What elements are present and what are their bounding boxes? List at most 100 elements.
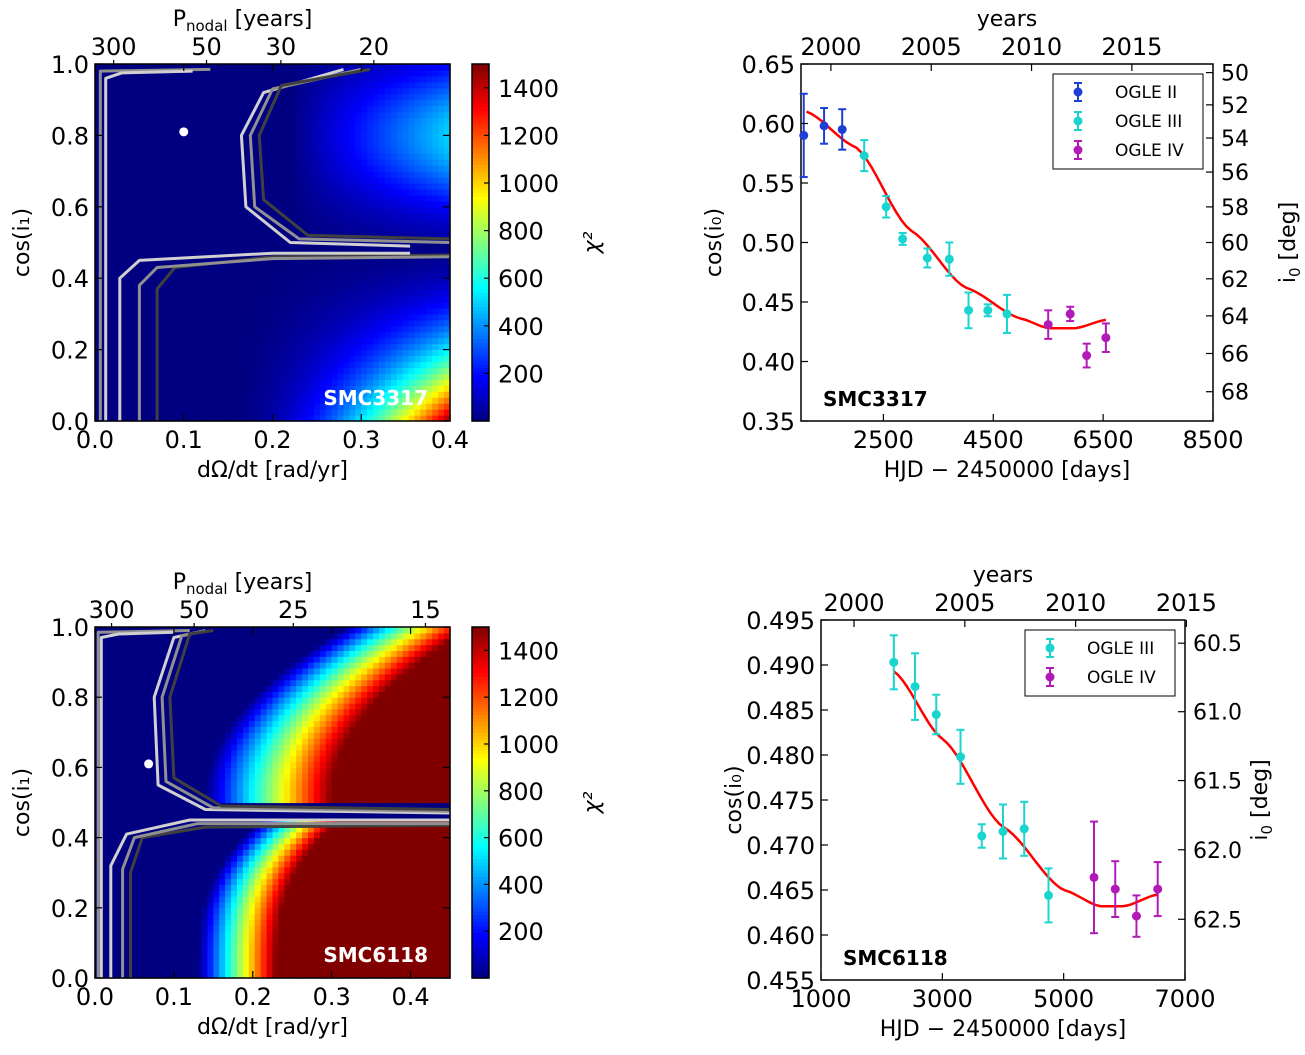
heatmap-cell xyxy=(195,242,203,250)
heatmap-cell xyxy=(130,242,138,250)
heatmap-cell xyxy=(296,361,303,369)
heatmap-cell xyxy=(355,183,362,190)
heatmap-cell xyxy=(331,391,339,398)
heatmap-cell xyxy=(367,194,374,202)
heatmap-cell xyxy=(166,153,173,160)
heatmap-cell xyxy=(438,307,445,315)
heatmap-cell xyxy=(349,224,356,232)
heatmap-cell xyxy=(272,194,280,202)
heatmap-cell xyxy=(308,117,315,125)
heatmap-cell xyxy=(189,673,197,681)
heatmap-cell xyxy=(260,403,268,410)
heatmap-cell xyxy=(171,212,179,220)
heatmap-cell xyxy=(160,141,167,148)
heatmap-cell xyxy=(325,302,333,309)
heatmap-cell xyxy=(254,224,262,232)
heatmap-cell xyxy=(414,284,422,291)
colorbar-segment xyxy=(472,271,489,276)
heatmap-cell xyxy=(148,697,155,704)
heatmap-cell xyxy=(396,278,404,285)
heatmap-cell xyxy=(95,69,102,77)
heatmap-cell xyxy=(242,296,250,303)
heatmap-cell xyxy=(118,230,126,238)
heatmap-cell xyxy=(248,349,256,357)
heatmap-cell xyxy=(367,87,374,95)
heatmap-cell xyxy=(124,691,132,698)
heatmap-cell xyxy=(361,153,368,160)
heatmap-cell xyxy=(142,385,149,392)
y-tick-label: 0.4 xyxy=(51,265,89,293)
heatmap-cell xyxy=(100,708,108,716)
heatmap-cell xyxy=(166,849,173,856)
heatmap-cell xyxy=(166,307,173,315)
heatmap-cell xyxy=(290,349,297,357)
heatmap-cell xyxy=(296,349,303,357)
heatmap-cell xyxy=(248,367,256,374)
heatmap-cell xyxy=(308,165,315,172)
heatmap-cell xyxy=(177,679,185,687)
heatmap-cell xyxy=(432,165,439,172)
heatmap-cell xyxy=(213,200,220,208)
heatmap-cell xyxy=(408,218,416,226)
heatmap-cell xyxy=(402,75,410,83)
heatmap-cell xyxy=(349,313,356,321)
heatmap-cell xyxy=(154,218,161,226)
heatmap-cell xyxy=(426,141,433,148)
heatmap-cell xyxy=(373,385,380,392)
scatter-panel-p2: 2500 4500 6500 85000.350.400.450.500.550.60… xyxy=(702,7,1304,483)
heatmap-cell xyxy=(384,147,392,154)
heatmap-cell xyxy=(130,385,138,392)
heatmap-cell xyxy=(136,907,143,915)
heatmap-cell xyxy=(189,726,197,733)
heatmap-cell xyxy=(106,837,114,845)
heatmap-cell xyxy=(302,153,309,160)
x-tick-label: 0.2 xyxy=(253,426,291,454)
heatmap-cell xyxy=(302,355,309,363)
heatmap-cell xyxy=(136,744,143,751)
heatmap-cell xyxy=(171,861,179,868)
heatmap-cell xyxy=(390,325,398,333)
heatmap-cell xyxy=(100,697,108,704)
heatmap-cell xyxy=(130,397,138,404)
heatmap-cell xyxy=(396,337,404,345)
heatmap-cell xyxy=(302,242,309,250)
heatmap-cell xyxy=(343,105,351,113)
heatmap-cell xyxy=(213,230,220,238)
heatmap-cells xyxy=(95,64,451,422)
heatmap-cell xyxy=(148,861,155,868)
heatmap-cell xyxy=(373,313,380,321)
heatmap-cell xyxy=(231,212,238,220)
heatmap-cell xyxy=(414,230,422,238)
heatmap-cell xyxy=(219,319,226,327)
colorbar-segment xyxy=(472,253,489,258)
heatmap-cell xyxy=(420,105,427,113)
heatmap-cell xyxy=(183,937,191,944)
heatmap-cell xyxy=(296,272,303,279)
heatmap-cell xyxy=(136,697,143,704)
heatmap-cell xyxy=(95,248,102,255)
heatmap-cell xyxy=(189,206,197,214)
heatmap-cell xyxy=(284,69,291,77)
heatmap-cell xyxy=(189,81,197,89)
heatmap-cell xyxy=(195,99,203,107)
heatmap-cell xyxy=(183,165,191,172)
heatmap-cell xyxy=(379,64,386,71)
heatmap-cell xyxy=(302,272,309,279)
heatmap-cell xyxy=(154,212,161,220)
heatmap-cell xyxy=(160,409,167,416)
heatmap-cell xyxy=(254,409,262,416)
heatmap-cell xyxy=(189,99,197,107)
heatmap-cell xyxy=(225,147,232,154)
heatmap-cell xyxy=(272,147,280,154)
heatmap-cell xyxy=(118,685,126,692)
heatmap-cell xyxy=(225,200,232,208)
heatmap-cell xyxy=(112,878,120,885)
heatmap-cell xyxy=(201,218,209,226)
heatmap-cell xyxy=(201,307,209,315)
heatmap-cell xyxy=(325,331,333,339)
heatmap-cell xyxy=(160,673,167,681)
heatmap-cell xyxy=(242,397,250,404)
heatmap-cell xyxy=(148,814,155,821)
heatmap-cell xyxy=(124,236,132,244)
heatmap-cell xyxy=(177,966,185,973)
